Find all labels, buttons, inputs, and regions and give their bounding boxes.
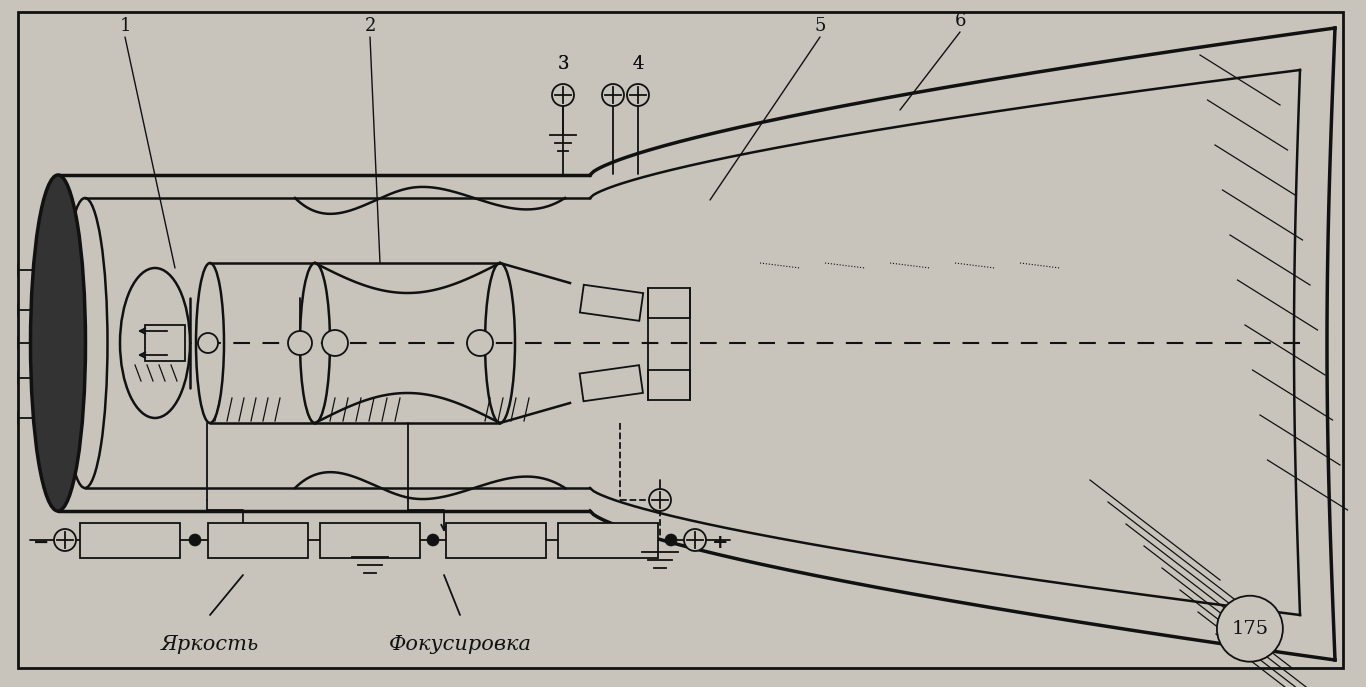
FancyBboxPatch shape bbox=[581, 285, 643, 321]
Circle shape bbox=[55, 529, 76, 551]
Circle shape bbox=[198, 333, 219, 353]
Text: 4: 4 bbox=[632, 55, 643, 73]
Ellipse shape bbox=[30, 175, 86, 511]
Text: 175: 175 bbox=[1231, 620, 1269, 638]
Bar bbox=[320, 523, 419, 558]
Bar bbox=[208, 523, 307, 558]
Circle shape bbox=[684, 529, 706, 551]
Text: Яркость: Яркость bbox=[161, 635, 260, 654]
Bar bbox=[647, 288, 690, 318]
Circle shape bbox=[467, 330, 493, 356]
Text: 6: 6 bbox=[955, 12, 966, 30]
Circle shape bbox=[288, 331, 311, 355]
Bar bbox=[81, 523, 180, 558]
Bar bbox=[557, 523, 658, 558]
Text: 3: 3 bbox=[557, 55, 568, 73]
Circle shape bbox=[552, 84, 574, 106]
Text: 1: 1 bbox=[119, 17, 131, 35]
Circle shape bbox=[665, 534, 678, 546]
Circle shape bbox=[428, 534, 438, 546]
Bar bbox=[145, 325, 184, 361]
FancyBboxPatch shape bbox=[579, 365, 643, 401]
Bar bbox=[447, 523, 546, 558]
Text: Фокусировка: Фокусировка bbox=[388, 635, 531, 654]
Ellipse shape bbox=[120, 268, 190, 418]
Text: 2: 2 bbox=[365, 17, 376, 35]
Text: 5: 5 bbox=[814, 17, 825, 35]
Ellipse shape bbox=[485, 263, 515, 423]
Ellipse shape bbox=[195, 263, 224, 423]
Bar bbox=[647, 370, 690, 400]
Text: −: − bbox=[33, 532, 49, 552]
Ellipse shape bbox=[63, 198, 108, 488]
Circle shape bbox=[1217, 596, 1283, 662]
Circle shape bbox=[189, 534, 201, 546]
Text: 4: 4 bbox=[632, 55, 643, 73]
Text: +: + bbox=[712, 532, 728, 552]
Circle shape bbox=[602, 84, 624, 106]
Circle shape bbox=[627, 84, 649, 106]
Ellipse shape bbox=[301, 263, 329, 423]
Ellipse shape bbox=[301, 263, 331, 423]
Circle shape bbox=[322, 330, 348, 356]
Circle shape bbox=[649, 489, 671, 511]
Text: 3: 3 bbox=[557, 55, 568, 73]
